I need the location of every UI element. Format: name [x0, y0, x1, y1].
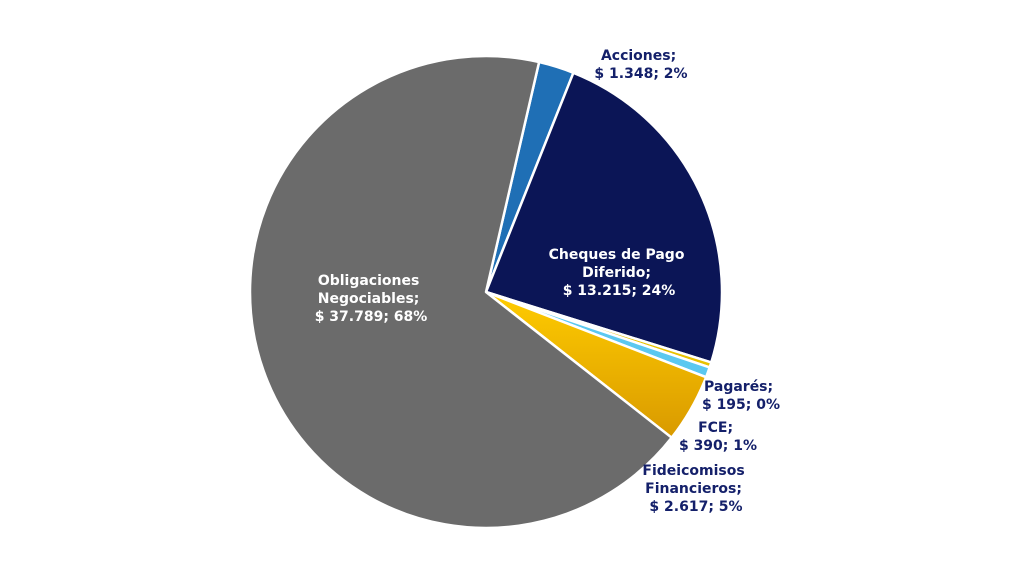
label-acciones-line2: $ 1.348; 2% [594, 66, 687, 82]
label-pagares-line1: Pagarés; [704, 379, 773, 395]
pie-labels: Acciones; $ 1.348; 2% Cheques de Pago Di… [315, 48, 780, 515]
pie-slices [248, 54, 724, 530]
label-fideicomisos-line1: Fideicomisos [642, 463, 744, 479]
label-obligaciones-line3: $ 37.789; 68% [315, 309, 428, 325]
label-obligaciones: Obligaciones Negociables; $ 37.789; 68% [315, 273, 428, 325]
label-acciones-line1: Acciones; [601, 48, 676, 64]
label-fce: FCE; $ 390; 1% [679, 420, 757, 454]
label-cheques-line1: Cheques de Pago [549, 247, 685, 263]
label-fideicomisos-line3: $ 2.617; 5% [649, 499, 742, 515]
label-cheques-line2: Diferido; [582, 265, 651, 281]
slice-cheques [484, 71, 724, 364]
label-cheques: Cheques de Pago Diferido; $ 13.215; 24% [549, 247, 690, 299]
label-fce-line1: FCE; [698, 420, 733, 436]
label-fce-line2: $ 390; 1% [679, 438, 757, 454]
label-obligaciones-line2: Negociables; [318, 291, 420, 307]
label-pagares: Pagarés; $ 195; 0% [702, 379, 780, 413]
label-acciones: Acciones; $ 1.348; 2% [594, 48, 687, 82]
slice-obligaciones [248, 54, 673, 530]
label-fideicomisos: Fideicomisos Financieros; $ 2.617; 5% [642, 463, 749, 515]
label-pagares-line2: $ 195; 0% [702, 397, 780, 413]
label-cheques-line3: $ 13.215; 24% [563, 283, 676, 299]
label-fideicomisos-line2: Financieros; [645, 481, 742, 497]
label-obligaciones-line1: Obligaciones [318, 273, 420, 289]
